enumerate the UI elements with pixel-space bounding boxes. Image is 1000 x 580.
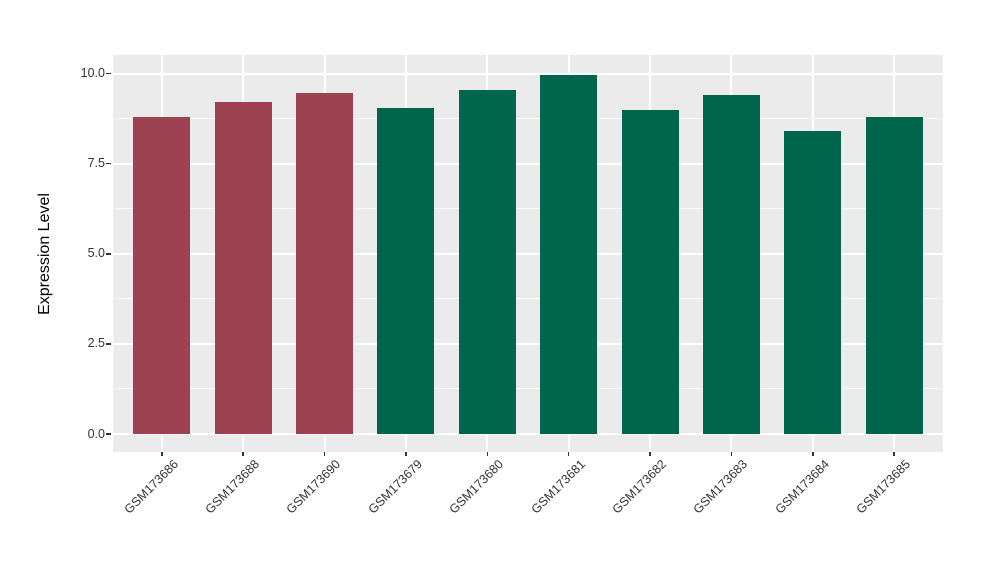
gridline-major-horizontal xyxy=(113,162,943,165)
y-tick-label: 0.0 xyxy=(87,426,105,441)
bar-GSM173683 xyxy=(702,95,760,434)
x-tick-mark xyxy=(486,452,489,456)
bar-GSM173685 xyxy=(865,116,923,434)
x-tick-label-GSM173686: GSM173686 xyxy=(121,457,181,517)
y-tick-mark xyxy=(106,343,111,345)
x-tick-label-GSM173684: GSM173684 xyxy=(772,457,832,517)
y-tick-label: 7.5 xyxy=(87,156,105,171)
bar-GSM173684 xyxy=(784,131,842,434)
x-tick-mark xyxy=(567,452,570,456)
y-tick-label: 5.0 xyxy=(87,246,105,261)
y-tick-mark xyxy=(106,433,111,435)
x-tick-label-GSM173688: GSM173688 xyxy=(202,457,263,517)
x-tick-mark xyxy=(405,452,407,456)
x-tick-mark xyxy=(649,452,651,456)
gridline-major-horizontal xyxy=(113,342,943,345)
bar-GSM173680 xyxy=(458,89,516,434)
gridline-minor-horizontal xyxy=(113,388,943,390)
y-tick-mark xyxy=(106,162,111,165)
bar-GSM173686 xyxy=(133,116,191,434)
x-tick-label-GSM173681: GSM173681 xyxy=(528,457,588,517)
bar-GSM173688 xyxy=(214,102,272,434)
x-tick-label-GSM173680: GSM173680 xyxy=(446,457,507,517)
bar-GSM173682 xyxy=(621,109,679,434)
x-tick-mark xyxy=(161,452,163,456)
x-tick-label-GSM173685: GSM173685 xyxy=(853,457,914,517)
y-tick-label: 10.0 xyxy=(80,66,105,80)
x-tick-mark xyxy=(730,452,733,456)
y-tick-mark xyxy=(106,253,111,255)
gridline-minor-horizontal xyxy=(113,298,943,300)
x-tick-mark xyxy=(242,452,244,456)
bar-GSM173679 xyxy=(377,107,435,434)
plot-panel xyxy=(113,55,943,452)
gridline-major-horizontal xyxy=(113,433,943,435)
x-tick-mark xyxy=(893,452,895,456)
bar-GSM173690 xyxy=(296,93,354,434)
x-tick-mark xyxy=(812,452,814,456)
bar-GSM173681 xyxy=(540,75,598,434)
x-tick-label-GSM173682: GSM173682 xyxy=(609,457,669,517)
x-tick-label-GSM173679: GSM173679 xyxy=(365,457,425,517)
y-tick-label: 2.5 xyxy=(87,336,105,351)
x-tick-mark xyxy=(323,452,326,456)
gridline-minor-horizontal xyxy=(113,118,943,120)
gridline-major-horizontal xyxy=(113,252,943,255)
gridline-minor-horizontal xyxy=(113,208,943,210)
x-tick-label-GSM173683: GSM173683 xyxy=(690,457,751,517)
y-axis-title: Expression Level xyxy=(36,193,53,315)
x-tick-label-GSM173690: GSM173690 xyxy=(283,457,344,517)
gridline-major-horizontal xyxy=(113,72,943,75)
y-tick-mark xyxy=(106,72,111,75)
